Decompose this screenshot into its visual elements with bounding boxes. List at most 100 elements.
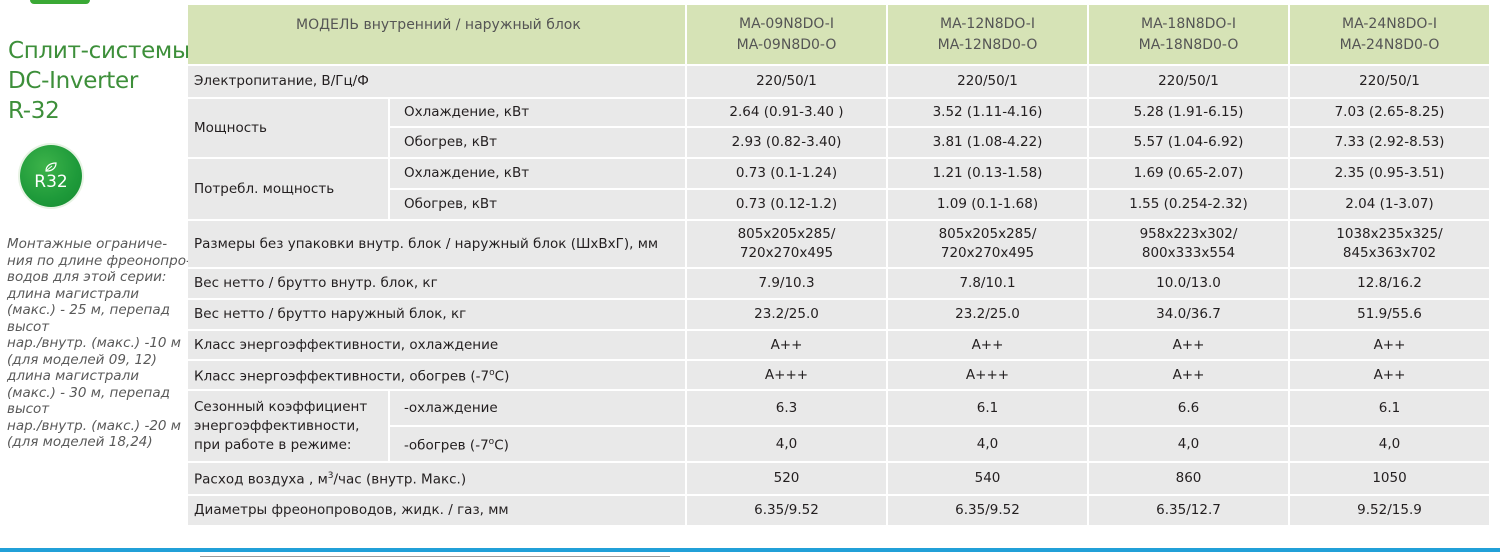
cell-value: 805x205x285/720x270x495 bbox=[887, 220, 1089, 269]
table-row: Вес нетто / брутто внутр. блок, кг 7.9/1… bbox=[188, 268, 1491, 300]
title-line-3: R-32 bbox=[8, 98, 60, 124]
cell-value: 220/50/1 bbox=[686, 65, 888, 99]
note-line: водов для этой серии: bbox=[7, 269, 167, 285]
cell-value: 520 bbox=[686, 462, 888, 496]
cell-value: 10.0/13.0 bbox=[1088, 268, 1290, 300]
table-row: Потребл. мощность Охлаждение, кВт 0.73 (… bbox=[188, 158, 1491, 221]
dimension-indoor: 805x205x285/ bbox=[737, 226, 836, 242]
cell-value: 220/50/1 bbox=[887, 65, 1089, 99]
cell-value: 3.52 (1.11-4.16) bbox=[887, 98, 1089, 128]
cell-value: 4,0 bbox=[686, 426, 888, 463]
cell-value: 2.35 (0.95-3.51) bbox=[1289, 158, 1491, 190]
model-column-header: MA-18N8DO-I MA-18N8D0-O bbox=[1088, 5, 1290, 66]
cell-value: 7.33 (2.92-8.53) bbox=[1289, 127, 1491, 159]
dimension-outdoor: 720x270x495 bbox=[940, 245, 1035, 261]
row-label: Вес нетто / брутто внутр. блок, кг bbox=[188, 268, 687, 300]
note-line: длина магистрали bbox=[7, 285, 139, 302]
cell-value: 23.2/25.0 bbox=[887, 299, 1089, 331]
note-line: высот bbox=[7, 318, 50, 335]
row-sublabel: Охлаждение, кВт bbox=[389, 158, 687, 190]
table-row: Обогрев, кВт 2.93 (0.82-3.40) 3.81 (1.08… bbox=[188, 127, 1491, 159]
cell-value: A++ bbox=[1289, 360, 1491, 391]
cell-value: 1.21 (0.13-1.58) bbox=[887, 158, 1089, 190]
cell-value: A+++ bbox=[686, 360, 888, 391]
row-sublabel: -обогрев (-7oC) bbox=[389, 426, 687, 463]
specs-table: МОДЕЛЬ внутренний / наружный блок MA-09N… bbox=[188, 5, 1491, 527]
note-line: длина магистрали bbox=[7, 368, 139, 384]
cell-value: 0.73 (0.12-1.2) bbox=[686, 189, 888, 221]
table-row: Электропитание, В/Гц/Ф 220/50/1 220/50/1… bbox=[188, 65, 1491, 99]
cell-value: A++ bbox=[1088, 360, 1290, 391]
row-label: Класс энергоэффективности, обогрев (-7oC… bbox=[188, 360, 687, 391]
table-row: Диаметры фреонопроводов, жидк. / газ, мм… bbox=[188, 495, 1491, 527]
cell-value: 220/50/1 bbox=[1289, 65, 1491, 99]
dimension-outdoor: 845x363x702 bbox=[1342, 245, 1437, 261]
label-text: -обогрев (-7 bbox=[404, 437, 489, 454]
cell-value: 6.35/9.52 bbox=[887, 495, 1089, 527]
table-row: Мощность Охлаждение, кВт 2.64 (0.91-3.40… bbox=[188, 98, 1491, 159]
table-header-row: МОДЕЛЬ внутренний / наружный блок MA-09N… bbox=[188, 5, 1491, 66]
model-column-header: MA-09N8DO-I MA-09N8D0-O bbox=[686, 5, 888, 66]
label-text: Расход воздуха , м bbox=[194, 471, 328, 488]
label-text: C) bbox=[494, 437, 509, 454]
label-text: /час (внутр. Макс.) bbox=[333, 471, 467, 488]
row-group-label: Потребл. мощность bbox=[188, 158, 390, 221]
cell-value: 1.69 (0.65-2.07) bbox=[1088, 158, 1290, 190]
row-label: Расход воздуха , м3/час (внутр. Макс.) bbox=[188, 462, 687, 496]
title-line-1: Сплит-системы bbox=[8, 38, 190, 64]
table-row: Размеры без упаковки внутр. блок / наруж… bbox=[188, 220, 1491, 269]
page-title: Сплит-системы DC-Inverter R-32 bbox=[8, 36, 190, 126]
note-line: (макс.) - 25 м, перепад bbox=[7, 302, 170, 318]
cell-value: 4,0 bbox=[1088, 426, 1290, 463]
outdoor-model: MA-12N8D0-O bbox=[937, 36, 1038, 53]
outdoor-model: MA-09N8D0-O bbox=[736, 36, 837, 53]
cell-value: 3.81 (1.08-4.22) bbox=[887, 127, 1089, 159]
badge-label: R32 bbox=[34, 171, 68, 192]
cell-value: 2.93 (0.82-3.40) bbox=[686, 127, 888, 159]
model-header: МОДЕЛЬ внутренний / наружный блок bbox=[188, 5, 687, 66]
cell-value: 9.52/15.9 bbox=[1289, 495, 1491, 527]
note-line: нар./внутр. (макс.) -20 м bbox=[7, 417, 181, 434]
dimension-indoor: 958x223x302/ bbox=[1139, 226, 1238, 242]
bottom-frame-edge bbox=[200, 556, 670, 560]
table-row: Сезонный коэффициент энергоэффективности… bbox=[188, 390, 1491, 463]
cell-value: 958x223x302/800x333x554 bbox=[1088, 220, 1290, 269]
cell-value: 7.03 (2.65-8.25) bbox=[1289, 98, 1491, 128]
row-label: Размеры без упаковки внутр. блок / наруж… bbox=[188, 220, 687, 269]
cell-value: 5.57 (1.04-6.92) bbox=[1088, 127, 1290, 159]
cell-value: 1.55 (0.254-2.32) bbox=[1088, 189, 1290, 221]
cell-value: 220/50/1 bbox=[1088, 65, 1290, 99]
table-row: Вес нетто / брутто наружный блок, кг 23.… bbox=[188, 299, 1491, 331]
note-line: (для моделей 09, 12) bbox=[7, 351, 157, 368]
cell-value: 6.1 bbox=[887, 390, 1089, 427]
cell-value: A++ bbox=[686, 330, 888, 361]
indoor-model: MA-18N8DO-I bbox=[1141, 15, 1236, 32]
installation-note: Монтажные ограниче- ния по длине фреоноп… bbox=[7, 236, 191, 451]
model-column-header: MA-12N8DO-I MA-12N8D0-O bbox=[887, 5, 1089, 66]
cell-value: A++ bbox=[887, 330, 1089, 361]
row-label: Электропитание, В/Гц/Ф bbox=[188, 65, 687, 99]
outdoor-model: MA-24N8D0-O bbox=[1339, 36, 1440, 53]
cell-value: 1050 bbox=[1289, 462, 1491, 496]
indoor-model: MA-12N8DO-I bbox=[940, 15, 1035, 32]
cell-value: 6.35/12.7 bbox=[1088, 495, 1290, 527]
cell-value: 6.35/9.52 bbox=[686, 495, 888, 527]
cell-value: A+++ bbox=[887, 360, 1089, 391]
note-line: (макс.) - 30 м, перепад bbox=[7, 384, 170, 401]
cell-value: 860 bbox=[1088, 462, 1290, 496]
cell-value: 1038x235x325/845x363x702 bbox=[1289, 220, 1491, 269]
row-label: Класс энергоэффективности, охлаждение bbox=[188, 330, 687, 361]
note-line: Монтажные ограниче- bbox=[7, 236, 168, 252]
cell-value: 12.8/16.2 bbox=[1289, 268, 1491, 300]
row-sublabel: -охлаждение bbox=[389, 390, 687, 427]
label-superscript: o bbox=[488, 436, 495, 447]
row-sublabel: Охлаждение, кВт bbox=[389, 98, 687, 128]
cell-value: A++ bbox=[1088, 330, 1290, 361]
table-row: Класс энергоэффективности, обогрев (-7oC… bbox=[188, 360, 1491, 391]
table-row: Класс энергоэффективности, охлаждение A+… bbox=[188, 330, 1491, 361]
cell-value: 34.0/36.7 bbox=[1088, 299, 1290, 331]
bottom-divider bbox=[0, 548, 1500, 552]
row-sublabel: Обогрев, кВт bbox=[389, 127, 687, 159]
dimension-indoor: 805x205x285/ bbox=[938, 226, 1037, 242]
cell-value: 6.6 bbox=[1088, 390, 1290, 427]
